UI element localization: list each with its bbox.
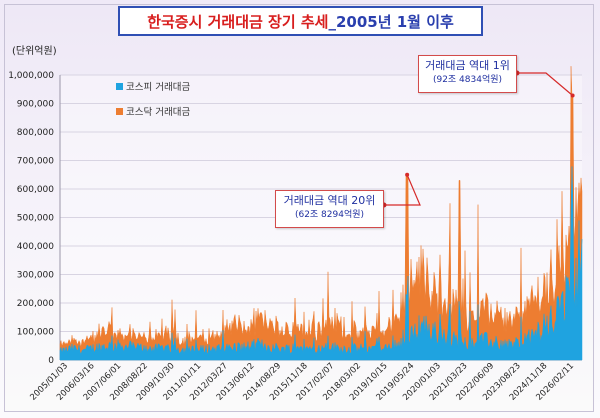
legend-swatch <box>116 83 123 90</box>
annotation-record-20: 거래대금 역대 20위 (62조 8294억원) <box>275 190 384 228</box>
y-tick-label: 800,000 <box>17 128 54 138</box>
annotation-1-tip <box>570 93 575 98</box>
y-tick-label: 700,000 <box>17 157 54 167</box>
y-unit-label: (단위억원) <box>12 46 57 57</box>
y-tick-label: 400,000 <box>17 242 54 252</box>
legend-label: 코스피 거래대금 <box>126 82 190 93</box>
annotation-1-title: 거래대금 역대 1위 <box>425 59 510 72</box>
title-red-part: 한국증시 거래대금 장기 추세 <box>147 12 329 31</box>
y-tick-label: 900,000 <box>17 100 54 110</box>
chart-title: 한국증시 거래대금 장기 추세 _2005년 1월 이후 <box>118 6 483 36</box>
annotation-1-pointer <box>517 72 573 96</box>
y-tick-label: 100,000 <box>17 328 54 338</box>
y-tick-label: 1,000,000 <box>8 71 54 81</box>
annotation-2-title: 거래대금 역대 20위 <box>283 194 376 207</box>
y-tick-label: 600,000 <box>17 185 54 195</box>
legend-label: 코스닥 거래대금 <box>126 107 190 118</box>
legend-swatch <box>116 108 123 115</box>
y-tick-label: 500,000 <box>17 214 54 224</box>
y-tick-label: 200,000 <box>17 299 54 309</box>
y-tick-label: 300,000 <box>17 271 54 281</box>
annotation-2-tip <box>405 172 410 177</box>
annotation-2-pointer <box>384 174 421 206</box>
annotation-2-value: (62조 8294억원) <box>294 210 365 220</box>
y-tick-label: 0 <box>48 356 54 366</box>
annotation-record-1: 거래대금 역대 1위 (92조 4834억원) <box>418 55 517 93</box>
title-blue-part: _2005년 1월 이후 <box>328 12 454 31</box>
kospi-area-series <box>59 166 583 361</box>
annotation-1-value: (92조 4834억원) <box>432 75 503 85</box>
